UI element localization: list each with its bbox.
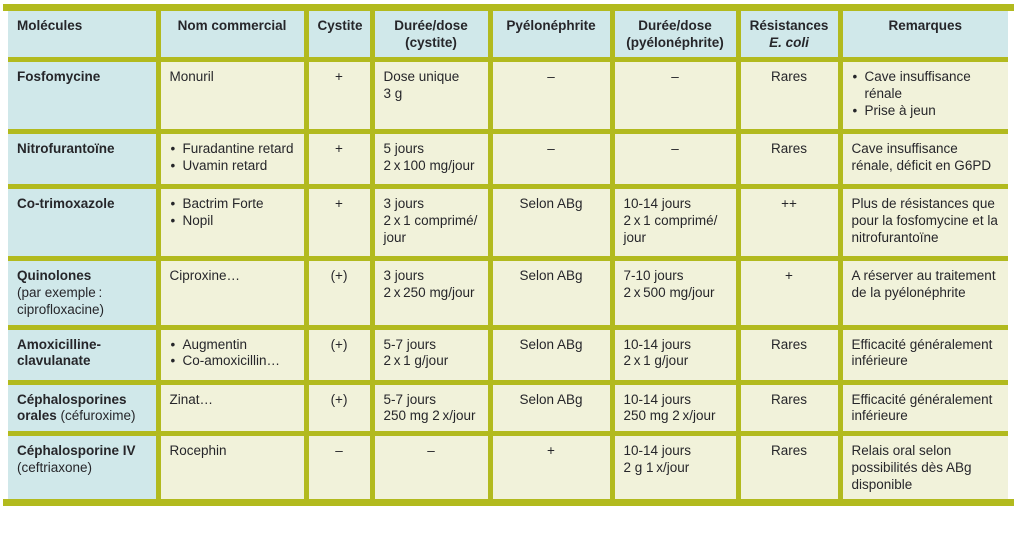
column-header-remarques: Remarques (837, 11, 1008, 63)
cell-remarques: Cave insuffisance rénale Prise à jeun (837, 57, 1008, 135)
cell-nom-commercial: Monuril (155, 57, 309, 135)
cell-remarques: Cave insuffisance rénale, déficit en G6P… (837, 129, 1008, 190)
column-header-resistances-e-coli: Résistances E. coli (735, 11, 843, 63)
cell-pyelonephrite: Selon ABg (487, 379, 615, 437)
cell-cystite: (+) (303, 256, 375, 330)
cell-molecule: Céphalosporine IV (ceftriaxone) (8, 431, 161, 500)
cell-remarques: A réserver au traitement de la pyélonéph… (837, 256, 1008, 330)
table-row-co-trimoxazole: Co-trimoxazole Bactrim Forte Nopil + 3 j… (8, 184, 1008, 262)
cell-resistances: Rares (735, 129, 843, 190)
cell-resistances: Rares (735, 379, 843, 437)
cell-resistances: Rares (735, 324, 843, 385)
cell-resistances: Rares (735, 431, 843, 500)
cell-resistances: Rares (735, 57, 843, 135)
cell-molecule: Céphalosporines orales (céfuroxime) (8, 379, 161, 437)
column-header-nom-commercial: Nom commercial (155, 11, 309, 63)
cell-duree-pyelonephrite: 10-14 jours 2 x 1 comprimé/ jour (609, 184, 741, 262)
antibiotics-table: Molécules Nom commercial Cystite Durée/d… (8, 11, 1008, 500)
cell-cystite: + (303, 57, 375, 135)
cell-molecule: Fosfomycine (8, 57, 161, 135)
table-row-cephalosporine-iv: Céphalosporine IV (ceftriaxone) Rocephin… (8, 431, 1008, 500)
cell-molecule: Nitrofurantoïne (8, 129, 161, 190)
cell-remarques: Efficacité généralement inférieure (837, 379, 1008, 437)
cell-resistances: + (735, 256, 843, 330)
cell-nom-commercial: Bactrim Forte Nopil (155, 184, 309, 262)
header-row: Molécules Nom commercial Cystite Durée/d… (8, 11, 1008, 63)
cell-duree-pyelonephrite: 10-14 jours 2 g 1 x/jour (609, 431, 741, 500)
cell-remarques: Plus de résistances que pour la fosfomyc… (837, 184, 1008, 262)
column-header-pyelonephrite: Pyélonéphrite (487, 11, 615, 63)
cell-pyelonephrite: Selon ABg (487, 256, 615, 330)
cell-pyelonephrite: + (487, 431, 615, 500)
cell-molecule: Amoxicilline-clavulanate (8, 324, 161, 385)
cell-duree-cystite: 5-7 jours 2 x 1 g/jour (369, 324, 493, 385)
column-header-duree-dose-pyelonephrite: Durée/dose (pyélonéphrite) (609, 11, 741, 63)
table-row-amoxicilline-clavulanate: Amoxicilline-clavulanate Augmentin Co-am… (8, 324, 1008, 385)
cell-duree-cystite: 3 jours 2 x 250 mg/jour (369, 256, 493, 330)
cell-pyelonephrite: – (487, 129, 615, 190)
table-row-quinolones: Quinolones (par exemple : ciprofloxacine… (8, 256, 1008, 330)
cell-duree-pyelonephrite: – (609, 129, 741, 190)
cell-duree-pyelonephrite: 10-14 jours 250 mg 2 x/jour (609, 379, 741, 437)
cell-cystite: – (303, 431, 375, 500)
cell-duree-cystite: 3 jours 2 x 1 comprimé/ jour (369, 184, 493, 262)
cell-duree-cystite: Dose unique 3 g (369, 57, 493, 135)
cell-pyelonephrite: Selon ABg (487, 324, 615, 385)
cell-molecule: Quinolones (par exemple : ciprofloxacine… (8, 256, 161, 330)
cell-cystite: + (303, 129, 375, 190)
cell-remarques: Relais oral selon possibilités dès ABg d… (837, 431, 1008, 500)
cell-duree-cystite: 5 jours 2 x 100 mg/jour (369, 129, 493, 190)
antibiotics-table-frame: Molécules Nom commercial Cystite Durée/d… (3, 4, 1014, 507)
cell-nom-commercial: Furadantine retard Uvamin retard (155, 129, 309, 190)
cell-cystite: + (303, 184, 375, 262)
cell-nom-commercial: Augmentin Co-amoxicillin… (155, 324, 309, 385)
cell-duree-cystite: 5-7 jours 250 mg 2 x/jour (369, 379, 493, 437)
column-header-duree-dose-cystite: Durée/dose (cystite) (369, 11, 493, 63)
table-row-cephalosporines-orales: Céphalosporines orales (céfuroxime) Zina… (8, 379, 1008, 437)
table-row-nitrofurantoine: Nitrofurantoïne Furadantine retard Uvami… (8, 129, 1008, 190)
column-header-cystite: Cystite (303, 11, 375, 63)
cell-cystite: (+) (303, 324, 375, 385)
cell-resistances: ++ (735, 184, 843, 262)
cell-pyelonephrite: – (487, 57, 615, 135)
cell-nom-commercial: Rocephin (155, 431, 309, 500)
table-row-fosfomycine: Fosfomycine Monuril + Dose unique 3 g – … (8, 57, 1008, 135)
cell-remarques: Efficacité généralement inférieure (837, 324, 1008, 385)
cell-nom-commercial: Ciproxine… (155, 256, 309, 330)
cell-duree-pyelonephrite: 10-14 jours 2 x 1 g/jour (609, 324, 741, 385)
cell-duree-cystite: – (369, 431, 493, 500)
column-header-molecules: Molécules (8, 11, 161, 63)
cell-nom-commercial: Zinat… (155, 379, 309, 437)
cell-cystite: (+) (303, 379, 375, 437)
cell-duree-pyelonephrite: – (609, 57, 741, 135)
cell-duree-pyelonephrite: 7-10 jours 2 x 500 mg/jour (609, 256, 741, 330)
cell-molecule: Co-trimoxazole (8, 184, 161, 262)
cell-pyelonephrite: Selon ABg (487, 184, 615, 262)
